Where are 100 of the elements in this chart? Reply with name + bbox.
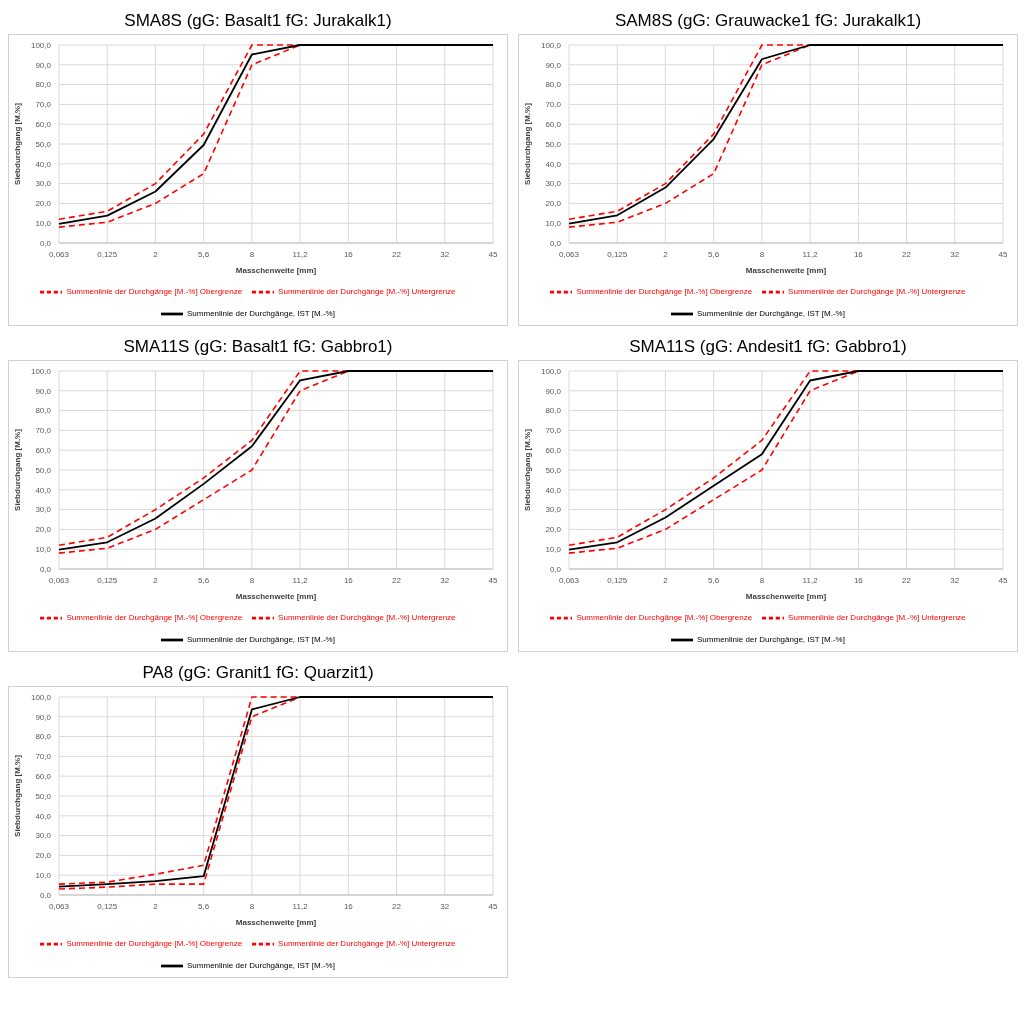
y-tick-label: 50,0 — [545, 139, 562, 149]
x-tick-label: 5,6 — [198, 901, 210, 911]
y-tick-label: 60,0 — [35, 772, 52, 782]
y-tick-label: 70,0 — [35, 426, 52, 436]
y-tick-label: 40,0 — [545, 159, 562, 169]
x-tick-label: 22 — [392, 901, 402, 911]
x-tick-label: 16 — [853, 575, 864, 585]
y-tick-label: 80,0 — [545, 80, 562, 90]
x-tick-label: 16 — [343, 575, 354, 585]
y-tick-label: 10,0 — [545, 219, 562, 229]
x-axis-title: Masschenweite [mm] — [745, 266, 827, 275]
x-tick-label: 0,125 — [607, 249, 628, 259]
y-tick-label: 60,0 — [35, 120, 52, 130]
y-tick-label: 100,0 — [30, 40, 52, 50]
legend-label: Summenlinie der Durchgänge, IST [M.-%] — [697, 635, 845, 645]
y-axis-title: Siebdurchgang [M.%] — [12, 754, 22, 837]
y-tick-label: 60,0 — [35, 446, 52, 456]
x-tick-label: 45 — [998, 575, 1008, 585]
x-axis-title: Masschenweite [mm] — [235, 592, 317, 601]
y-tick-label: 40,0 — [545, 485, 562, 495]
y-tick-label: 90,0 — [545, 60, 562, 70]
y-tick-label: 0,0 — [39, 890, 52, 900]
y-tick-label: 30,0 — [545, 505, 562, 515]
legend-label: Summenlinie der Durchgänge [M.-%] Untergrenze — [278, 287, 456, 297]
chart-title: PA8 (gG: Granit1 fG: Quarzit1) — [141, 662, 375, 684]
x-tick-label: 11,2 — [802, 575, 819, 585]
y-tick-label: 50,0 — [545, 465, 562, 475]
x-tick-label: 16 — [343, 249, 354, 259]
y-tick-label: 70,0 — [35, 752, 52, 762]
x-tick-label: 2 — [153, 249, 159, 259]
y-tick-label: 80,0 — [35, 80, 52, 90]
x-tick-label: 0,125 — [97, 901, 118, 911]
x-tick-label: 0,063 — [48, 249, 70, 259]
x-tick-label: 8 — [249, 249, 255, 259]
y-tick-label: 20,0 — [545, 199, 562, 209]
chart-title: SMA8S (gG: Basalt1 fG: Jurakalk1) — [123, 10, 393, 32]
x-tick-label: 22 — [392, 575, 402, 585]
legend-label: Summenlinie der Durchgänge [M.-%] Obergrenze — [66, 939, 243, 949]
y-tick-label: 60,0 — [545, 446, 562, 456]
x-tick-label: 16 — [853, 249, 864, 259]
legend-label: Summenlinie der Durchgänge, IST [M.-%] — [697, 309, 845, 319]
x-tick-label: 2 — [153, 901, 159, 911]
y-tick-label: 20,0 — [35, 199, 52, 209]
x-tick-label: 11,2 — [292, 249, 309, 259]
x-tick-label: 45 — [488, 901, 498, 911]
x-tick-label: 8 — [759, 249, 765, 259]
x-axis-title: Masschenweite [mm] — [745, 592, 827, 601]
y-tick-label: 100,0 — [30, 692, 52, 702]
y-tick-label: 40,0 — [35, 159, 52, 169]
x-tick-label: 0,125 — [97, 249, 118, 259]
x-tick-label: 8 — [249, 575, 255, 585]
x-tick-label: 0,125 — [607, 575, 628, 585]
x-tick-label: 45 — [488, 575, 498, 585]
y-tick-label: 10,0 — [35, 219, 52, 229]
legend-label: Summenlinie der Durchgänge, IST [M.-%] — [187, 635, 335, 645]
x-tick-label: 5,6 — [708, 575, 720, 585]
y-tick-label: 10,0 — [35, 545, 52, 555]
legend-label: Summenlinie der Durchgänge [M.-%] Obergrenze — [66, 613, 243, 623]
x-tick-label: 11,2 — [292, 575, 309, 585]
x-tick-label: 32 — [950, 575, 960, 585]
y-axis-title: Siebdurchgang [M.%] — [12, 428, 22, 511]
x-tick-label: 22 — [392, 249, 402, 259]
chart-title: SMA11S (gG: Andesit1 fG: Gabbro1) — [628, 336, 908, 358]
legend-label: Summenlinie der Durchgänge [M.-%] Untergrenze — [278, 613, 456, 623]
x-tick-label: 32 — [440, 249, 450, 259]
x-axis-title: Masschenweite [mm] — [235, 918, 317, 927]
y-tick-label: 50,0 — [35, 791, 52, 801]
x-tick-label: 0,063 — [48, 575, 70, 585]
x-tick-label: 16 — [343, 901, 354, 911]
y-tick-label: 90,0 — [545, 386, 562, 396]
y-tick-label: 90,0 — [35, 386, 52, 396]
y-tick-label: 0,0 — [549, 564, 562, 574]
x-tick-label: 45 — [998, 249, 1008, 259]
y-tick-label: 10,0 — [35, 871, 52, 881]
x-tick-label: 2 — [153, 575, 159, 585]
y-axis-title: Siebdurchgang [M.%] — [12, 102, 22, 185]
y-tick-label: 90,0 — [35, 60, 52, 70]
legend-label: Summenlinie der Durchgänge [M.-%] Obergrenze — [66, 287, 243, 297]
y-tick-label: 30,0 — [35, 831, 52, 841]
x-tick-label: 5,6 — [708, 249, 720, 259]
y-axis-title: Siebdurchgang [M.%] — [522, 428, 532, 511]
y-tick-label: 30,0 — [35, 505, 52, 515]
y-tick-label: 0,0 — [39, 564, 52, 574]
x-tick-label: 0,063 — [558, 249, 580, 259]
x-tick-label: 0,125 — [97, 575, 118, 585]
x-tick-label: 32 — [440, 901, 450, 911]
legend-label: Summenlinie der Durchgänge [M.-%] Obergrenze — [576, 613, 753, 623]
y-tick-label: 0,0 — [549, 238, 562, 248]
legend-label: Summenlinie der Durchgänge, IST [M.-%] — [187, 961, 335, 971]
x-tick-label: 5,6 — [198, 249, 210, 259]
x-tick-label: 2 — [663, 249, 669, 259]
chart-title: SMA11S (gG: Basalt1 fG: Gabbro1) — [122, 336, 394, 358]
x-tick-label: 11,2 — [292, 901, 309, 911]
x-tick-label: 32 — [950, 249, 960, 259]
x-tick-label: 2 — [663, 575, 669, 585]
x-tick-label: 0,063 — [558, 575, 580, 585]
y-axis-title: Siebdurchgang [M.%] — [522, 102, 532, 185]
legend-label: Summenlinie der Durchgänge [M.-%] Obergrenze — [576, 287, 753, 297]
y-tick-label: 50,0 — [35, 139, 52, 149]
y-tick-label: 50,0 — [35, 465, 52, 475]
